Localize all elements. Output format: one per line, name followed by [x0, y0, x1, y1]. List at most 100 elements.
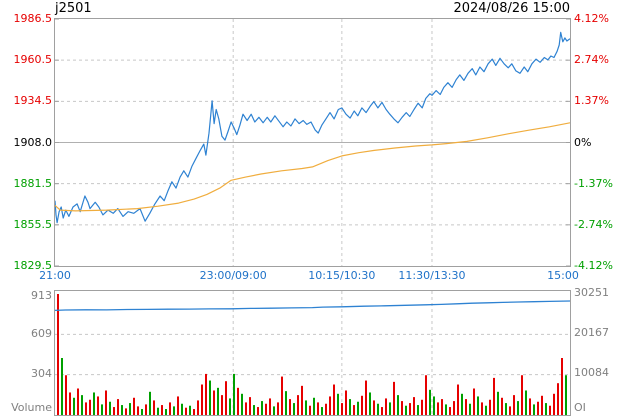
- price-chart-area[interactable]: [54, 18, 571, 267]
- volume-bar: [193, 409, 195, 415]
- volume-bar: [65, 375, 67, 415]
- volume-bar: [141, 409, 143, 415]
- price-axis-label: 1881.5: [13, 176, 53, 190]
- volume-bar: [329, 396, 331, 415]
- volume-axis-label: 304: [31, 367, 52, 380]
- oi-axis-title: OI: [574, 401, 586, 414]
- volume-bar: [409, 403, 411, 415]
- volume-bar: [313, 397, 315, 415]
- volume-bar: [93, 392, 95, 415]
- volume-bar: [565, 375, 567, 415]
- volume-bar: [421, 399, 423, 415]
- volume-bar: [377, 403, 379, 415]
- volume-bar: [357, 401, 359, 415]
- percent-axis-label: -2.74%: [574, 217, 613, 231]
- price-axis-label: 1908.0: [13, 135, 53, 149]
- volume-bar: [365, 380, 367, 415]
- volume-bar: [225, 381, 227, 415]
- volume-bar: [233, 373, 235, 415]
- volume-bar: [493, 377, 495, 415]
- volume-bar: [485, 405, 487, 415]
- volume-bar: [373, 400, 375, 415]
- volume-bar: [253, 405, 255, 415]
- volume-bar: [301, 385, 303, 415]
- volume-bar: [429, 389, 431, 415]
- volume-bar: [169, 402, 171, 415]
- volume-bar: [529, 398, 531, 415]
- volume-bar: [77, 388, 79, 415]
- volume-bar: [317, 402, 319, 415]
- volume-bar: [109, 401, 111, 415]
- volume-bar: [57, 294, 59, 415]
- volume-bar: [97, 396, 99, 415]
- time-axis-label: 10:15/10:30: [308, 269, 376, 282]
- volume-bar: [289, 399, 291, 415]
- contract-symbol: j2501: [55, 1, 92, 16]
- oi-axis-label: 30251: [574, 286, 609, 299]
- volume-bar: [397, 395, 399, 415]
- volume-bar: [505, 403, 507, 415]
- volume-bar: [201, 384, 203, 415]
- volume-bar: [261, 401, 263, 415]
- volume-bar: [509, 406, 511, 415]
- percent-axis-label: 4.12%: [574, 12, 609, 25]
- volume-bar: [469, 403, 471, 415]
- percent-axis-label: 0%: [574, 135, 592, 149]
- volume-bar: [353, 405, 355, 415]
- volume-bar: [101, 404, 103, 415]
- volume-bar: [525, 390, 527, 415]
- price-axis-label: 1934.5: [13, 94, 53, 108]
- volume-bar: [381, 407, 383, 415]
- volume-bar: [369, 392, 371, 415]
- volume-bar: [185, 407, 187, 415]
- volume-bar: [309, 405, 311, 415]
- volume-bar: [501, 397, 503, 415]
- average-line: [55, 122, 570, 212]
- volume-bar: [473, 388, 475, 415]
- price-axis-label: 1829.5: [13, 259, 53, 272]
- volume-bar: [557, 383, 559, 415]
- volume-bar: [305, 400, 307, 415]
- volume-bar: [537, 401, 539, 415]
- volume-bar: [481, 402, 483, 415]
- volume-bar: [413, 397, 415, 415]
- volume-bar: [61, 358, 63, 415]
- volume-bar: [465, 399, 467, 415]
- volume-bar: [117, 399, 119, 415]
- volume-axis-title: Volume: [11, 401, 52, 414]
- volume-bar: [517, 401, 519, 415]
- volume-bar: [257, 407, 259, 415]
- volume-bar: [229, 398, 231, 415]
- volume-plot-svg: [55, 291, 570, 415]
- volume-bar: [149, 391, 151, 415]
- volume-bar: [205, 373, 207, 415]
- time-axis-label: 21:00: [39, 269, 71, 282]
- volume-bar: [461, 393, 463, 415]
- price-axis-label: 1960.5: [13, 53, 53, 67]
- volume-bar: [273, 406, 275, 415]
- price-line: [55, 31, 570, 224]
- volume-bar: [325, 403, 327, 415]
- volume-bar: [181, 403, 183, 415]
- datetime-label: 2024/08/26 15:00: [453, 1, 570, 16]
- volume-bar: [389, 402, 391, 415]
- volume-chart-area[interactable]: [54, 290, 571, 416]
- volume-bar: [549, 405, 551, 415]
- volume-bar: [217, 387, 219, 415]
- percent-axis-label: 2.74%: [574, 53, 609, 67]
- volume-bar: [293, 403, 295, 415]
- price-plot-svg: [55, 19, 570, 266]
- volume-axis-label: 913: [31, 289, 52, 302]
- volume-bar: [433, 396, 435, 415]
- volume-bar: [297, 395, 299, 415]
- volume-bar: [425, 375, 427, 415]
- volume-bar: [213, 390, 215, 415]
- volume-bar: [345, 390, 347, 415]
- oi-axis-label: 10084: [574, 366, 609, 379]
- volume-bar: [89, 399, 91, 415]
- oi-axis-label: 20167: [574, 326, 609, 339]
- volume-bar: [541, 395, 543, 415]
- volume-bar: [349, 399, 351, 415]
- volume-bar: [221, 395, 223, 415]
